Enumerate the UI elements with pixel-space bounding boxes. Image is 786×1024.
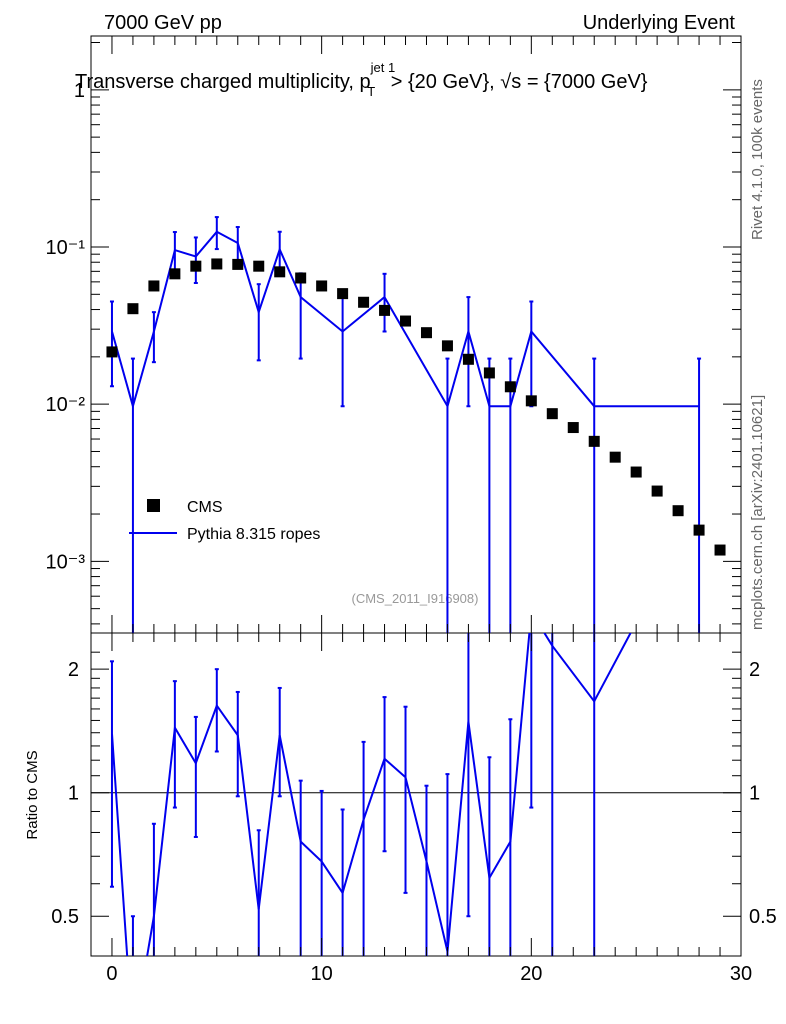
cms-data-point [316,280,328,292]
cms-data-point [169,268,181,280]
cms-data-point [106,346,118,358]
cms-data-point [441,340,453,352]
title-main: Transverse charged multiplicity, p [75,71,371,93]
cms-data-point [525,395,537,407]
mc-series-ratio [109,633,632,956]
header-right: Underlying Event [583,12,736,34]
plot-title: Transverse charged multiplicity, pjet 1 T… [75,60,648,99]
xtick-label: 10 [311,963,333,985]
cms-data-point [609,451,621,463]
cms-data-point [148,280,160,292]
main-y-axis: 1 10⁻¹ 10⁻² 10⁻³ [46,42,741,625]
cms-data-point [253,260,265,272]
cms-data-point [379,304,391,316]
ratio-ytick-label-right: 0.5 [749,906,777,928]
ratio-ytick-label: 1 [68,783,79,805]
main-ytick-label: 10⁻² [46,394,86,416]
main-ytick-label: 10⁻¹ [46,237,86,259]
cms-data-point [588,435,600,447]
main-ytick-label: 10⁻³ [46,551,86,573]
cms-data-point [714,544,726,556]
cms-data-point [483,367,495,379]
cms-data-point [232,258,244,270]
main-plot-frame [90,35,742,634]
mc-series-main [109,216,702,633]
cms-data-point [337,288,349,300]
cms-data-point [651,485,663,497]
cms-data-point [127,303,139,315]
cms-data-point [274,266,286,278]
title-subscript: T [367,84,375,99]
ratio-ytick-label-right: 1 [749,783,760,805]
legend-data-label: CMS [187,499,223,516]
ratio-ytick-label: 2 [68,659,79,681]
x-axis: 0 10 20 30 [106,36,752,985]
cms-data-point [462,353,474,365]
xtick-label: 20 [520,963,542,985]
legend: CMS Pythia 8.315 ropes [129,499,320,543]
ratio-ytick-label: 0.5 [51,906,79,928]
cms-data-point [211,258,223,270]
rivet-label: Rivet 4.1.0, 100k events [749,79,766,240]
header-left: 7000 GeV pp [104,12,222,34]
title-superscript: jet 1 [370,60,396,75]
analysis-watermark: (CMS_2011_I916908) [352,591,479,606]
cms-data-point [358,296,370,308]
cms-data-point [295,272,307,284]
cms-data-point [567,422,579,434]
ratio-y-label: Ratio to CMS [24,750,41,839]
cms-data-point [190,260,202,272]
cms-data-point [693,524,705,536]
cms-data-point [672,505,684,517]
legend-data-marker [147,499,160,512]
xtick-label: 30 [730,963,752,985]
data-series-main [106,258,726,556]
ratio-y-axis: 2 2 1 1 0.5 0.5 [51,651,777,928]
cms-data-point [546,408,558,420]
cms-data-point [630,466,642,478]
main-ytick-label: 1 [74,80,85,102]
ratio-ytick-label-right: 2 [749,659,760,681]
mcplots-label: mcplots.cern.ch [arXiv:2401.10621] [749,395,766,630]
ratio-line [111,633,632,956]
cms-data-point [504,381,516,393]
cms-data-point [400,315,412,327]
ratio-plot-frame [90,632,742,957]
title-rest: > {20 GeV}, √s = {7000 GeV} [385,71,648,93]
xtick-label: 0 [106,963,117,985]
legend-mc-label: Pythia 8.315 ropes [187,526,320,543]
cms-data-point [420,327,432,339]
